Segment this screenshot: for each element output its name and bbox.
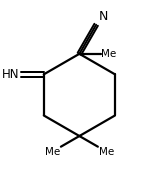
Text: Me: Me: [102, 49, 117, 59]
Text: Me: Me: [99, 147, 114, 157]
Text: HN: HN: [2, 68, 19, 81]
Text: Me: Me: [45, 147, 60, 157]
Text: N: N: [98, 10, 108, 23]
